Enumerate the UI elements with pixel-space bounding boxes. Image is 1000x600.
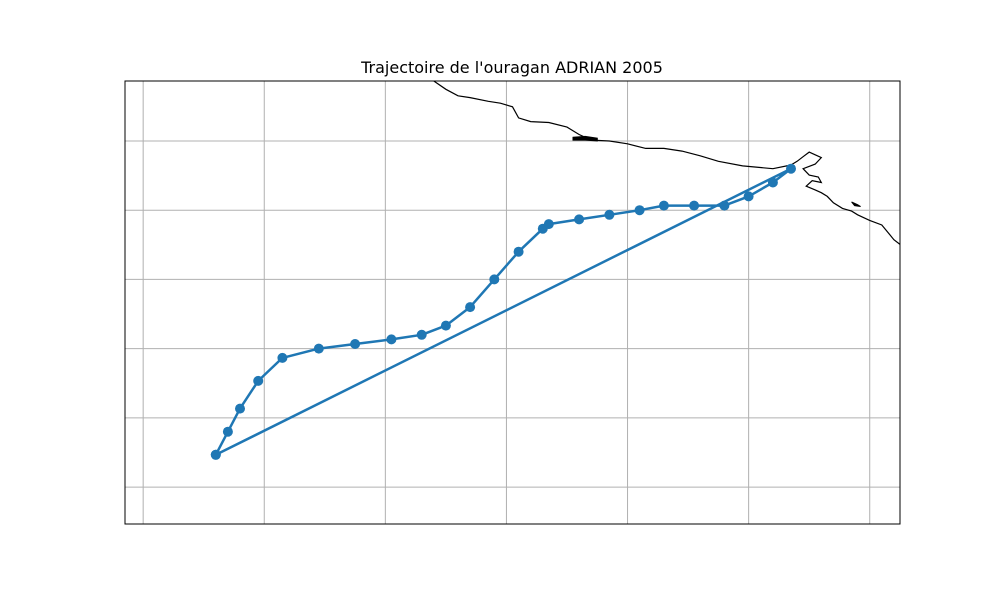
track-point	[658, 200, 669, 211]
track-point	[767, 177, 778, 188]
lagoon-outline	[851, 201, 861, 207]
coastline-segment	[790, 151, 900, 245]
track-point	[210, 449, 221, 460]
track-point	[604, 209, 615, 220]
track-point	[743, 191, 754, 202]
lagoon-outline	[572, 135, 598, 142]
track-point	[416, 329, 427, 340]
map-frame	[124, 80, 901, 525]
track-point	[235, 403, 245, 414]
track-point	[574, 214, 585, 225]
track-point	[440, 320, 451, 331]
track-point	[313, 343, 324, 354]
track-point	[719, 200, 730, 211]
gridlines	[125, 81, 900, 524]
hurricane-track	[210, 163, 796, 460]
track-point	[786, 163, 796, 174]
track-point	[253, 375, 264, 386]
chart-title: Trajectoire de l'ouragan ADRIAN 2005	[360, 58, 663, 77]
track-point	[465, 302, 476, 313]
track-point	[543, 219, 554, 230]
track-point	[350, 339, 361, 349]
track-point	[489, 274, 500, 285]
track-point	[386, 334, 397, 345]
track-point	[277, 352, 288, 363]
track-point	[513, 246, 524, 257]
coastline	[433, 81, 900, 245]
track-point	[634, 205, 645, 216]
track-point	[689, 200, 700, 211]
track-point	[222, 426, 233, 437]
coastline-segment	[433, 81, 792, 170]
